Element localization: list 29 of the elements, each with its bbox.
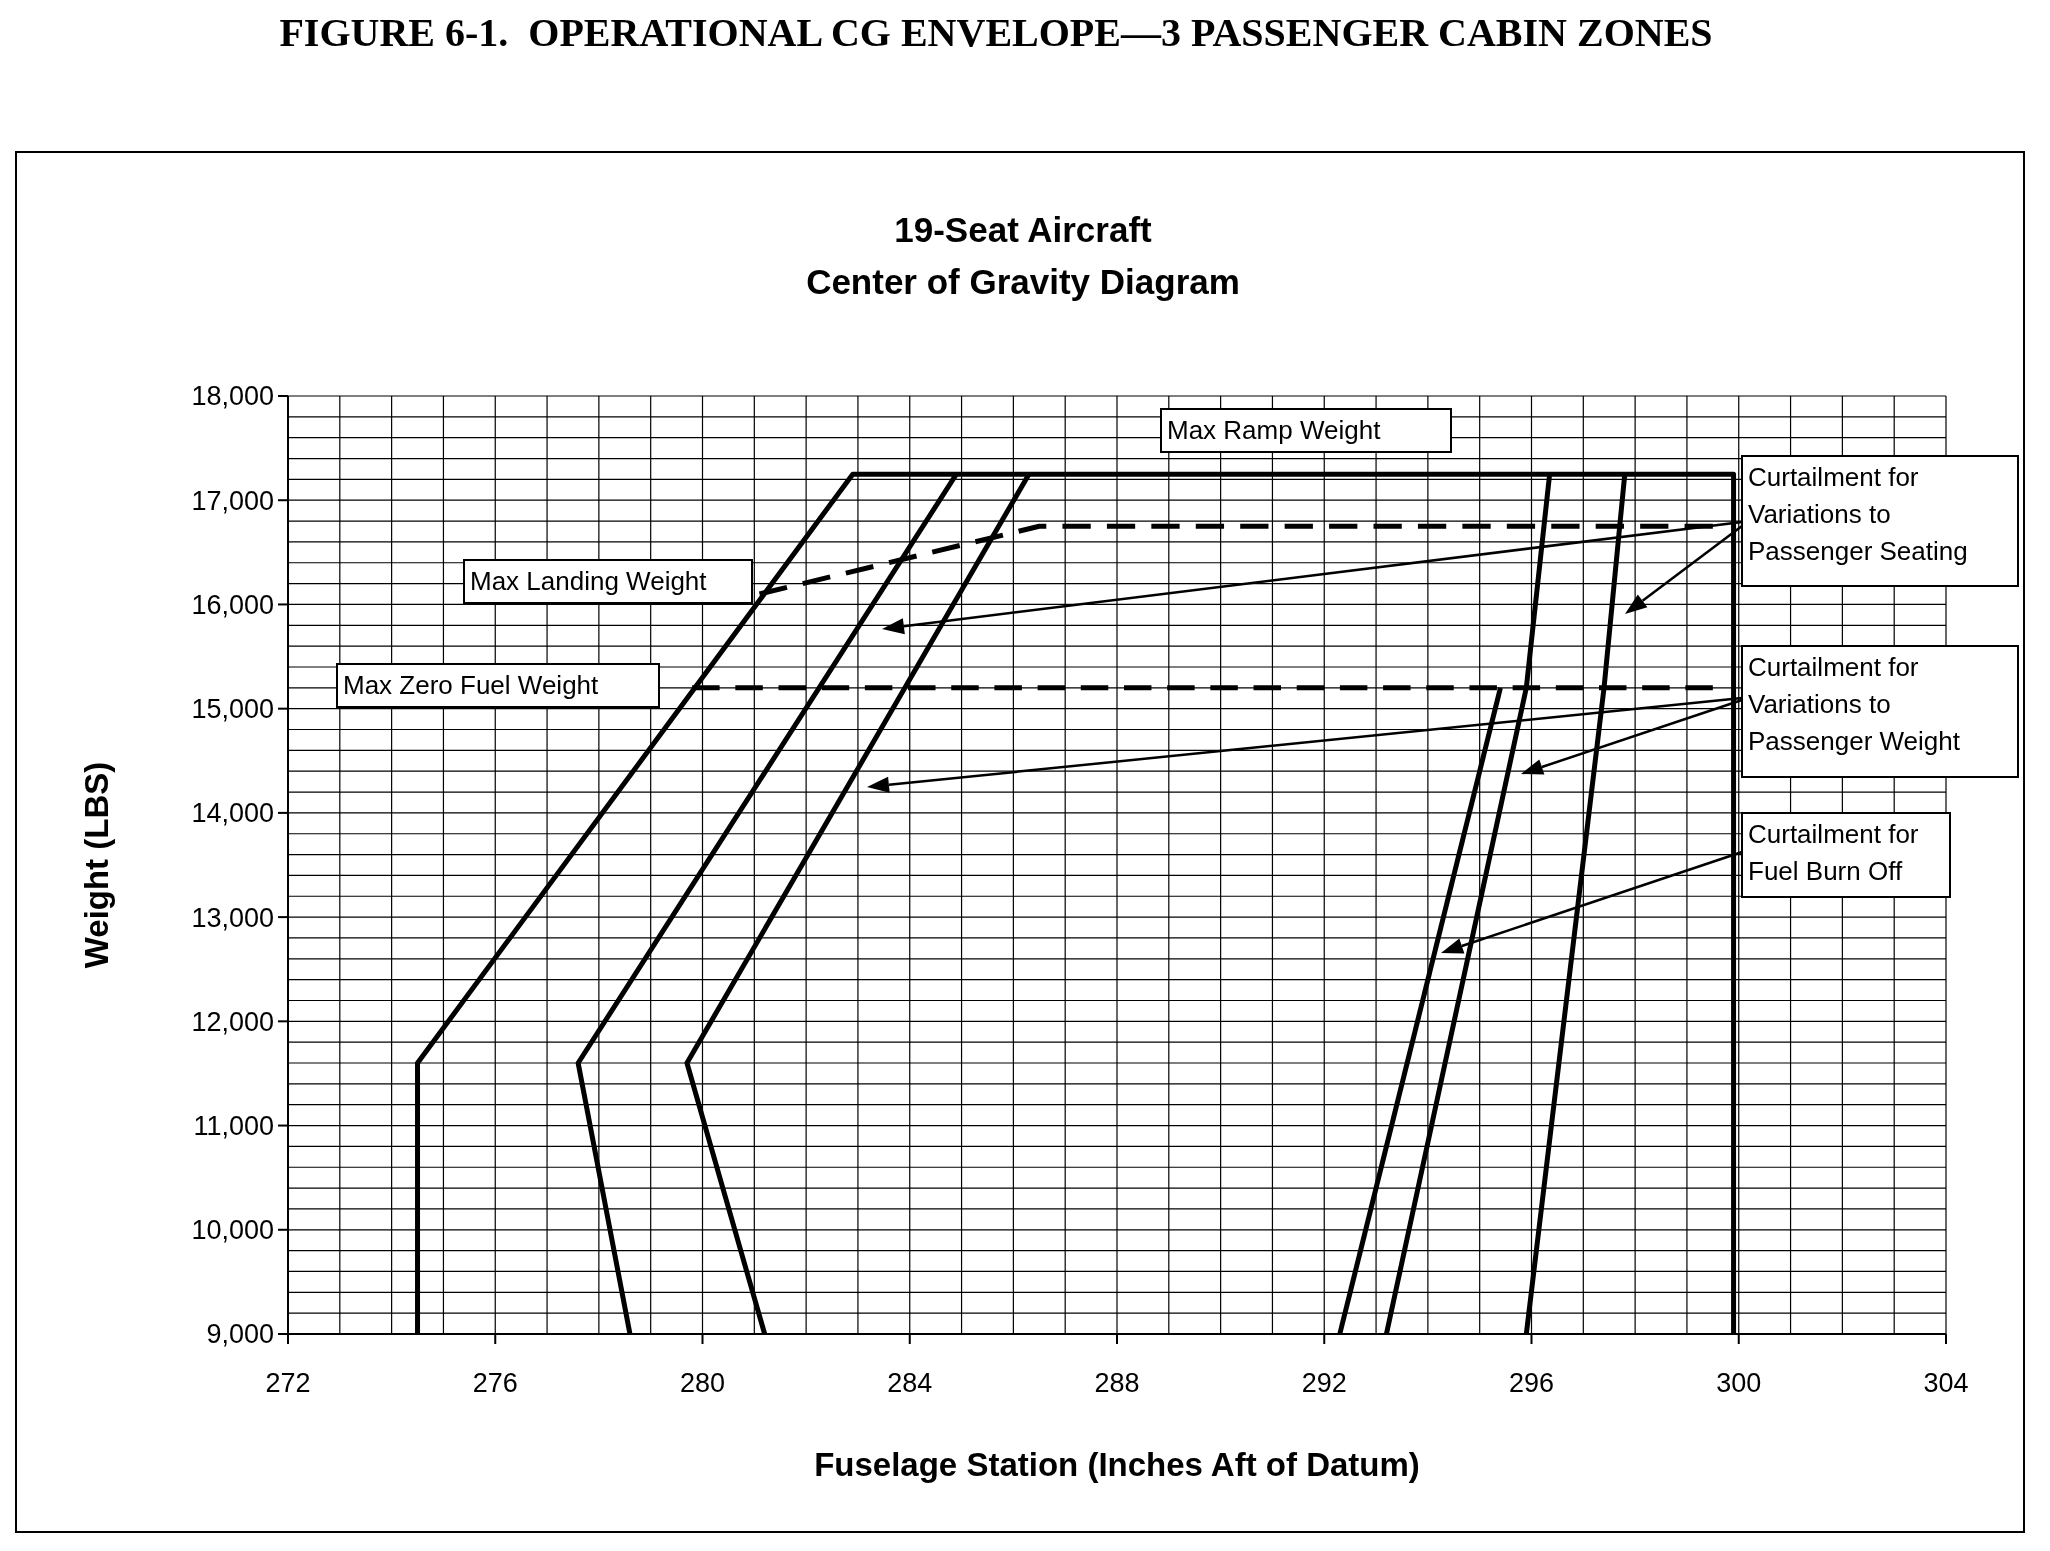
y-tick-label: 18,000	[191, 381, 274, 412]
y-tick-label: 9,000	[206, 1319, 274, 1350]
annotation: Max Zero Fuel Weight	[343, 670, 600, 700]
chart-title: FIGURE 6-1. OPERATIONAL CG ENVELOPE—3 PASSENGER CABIN ZONES	[279, 10, 1713, 55]
annotation: Curtailment for Variations to Passenger Weight	[1748, 652, 1961, 756]
y-tick-label: 13,000	[191, 902, 274, 933]
annotation: Max Ramp Weight	[1167, 415, 1382, 445]
y-tick-label: 15,000	[191, 694, 274, 725]
x-tick-label: 280	[679, 1368, 726, 1398]
x-tick-label: 276	[472, 1368, 518, 1398]
x-tick-label: 292	[1301, 1368, 1347, 1398]
x-tick-label: 284	[887, 1368, 933, 1398]
y-axis-title: Weight (LBS)	[78, 761, 115, 969]
annotation: Curtailment for Variations to Passenger Seating	[1748, 462, 1968, 566]
y-tick-label: 12,000	[191, 1006, 274, 1037]
y-tick-label: 14,000	[191, 798, 274, 829]
y-tick-label: 10,000	[191, 1215, 274, 1246]
x-tick-label: 296	[1508, 1368, 1555, 1398]
x-tick-label: 300	[1716, 1368, 1762, 1398]
x-axis-title: Fuselage Station (Inches Aft of Datum)	[814, 1446, 1420, 1483]
x-tick-label: 288	[1094, 1368, 1140, 1398]
annotation: Curtailment for Fuel Burn Off	[1748, 819, 1919, 886]
annotation: Max Landing Weight	[470, 566, 708, 596]
chart-subtitle: 19-Seat Aircraft Center of Gravity Diagram	[806, 210, 1240, 301]
y-tick-label: 16,000	[191, 589, 274, 620]
x-tick-label: 272	[265, 1368, 311, 1398]
x-tick-label: 304	[1923, 1368, 1969, 1398]
y-tick-label: 11,000	[193, 1111, 274, 1142]
y-tick-label: 17,000	[191, 485, 274, 516]
